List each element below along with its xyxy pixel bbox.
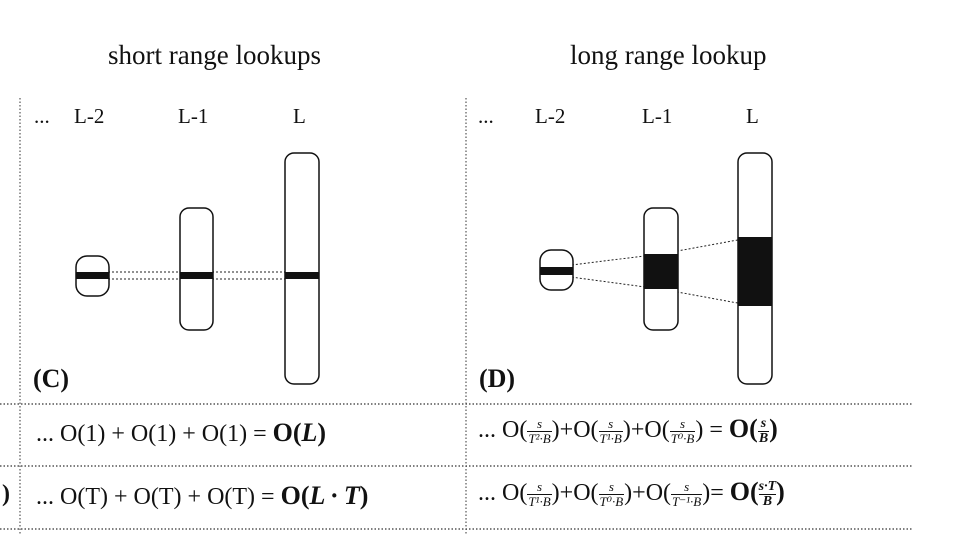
row1-right-plus2: + (630, 417, 645, 443)
level-ellipsis-c: ... (34, 104, 50, 128)
level-l-1-c: L-1 (178, 104, 209, 128)
row2-right-result-num: s·T (758, 478, 777, 494)
lookup-block-l-2-d (540, 267, 573, 275)
level-l-c: L (293, 104, 306, 128)
level-l-2-d: L-2 (535, 104, 566, 128)
row1-left-eq: = (253, 421, 267, 447)
row2-right-num1: s (536, 478, 543, 494)
row1-left-ellipsis: ... (36, 421, 54, 447)
row2-right-den3: T⁻¹·B (671, 493, 703, 509)
header-long-range: long range lookup (570, 40, 767, 70)
row2-left-cost: ... O(T) + O(T) + O(T) = O(L · T) (36, 481, 368, 511)
row1-right-den3: T⁰·B (669, 430, 696, 446)
row2-left-ellipsis: ... (36, 484, 54, 510)
row1-right-o3: O( (644, 417, 670, 443)
row2-right-o2: O( (573, 480, 599, 506)
row2-right-result-den: B (758, 493, 777, 509)
panel-c-diagram (75, 152, 320, 385)
row1-right-result-num: s (760, 415, 767, 431)
row2-right-result-close: ) (776, 477, 785, 506)
row2-right-o3: O( (645, 480, 672, 506)
row2-right-frac2: s T⁰·B (598, 478, 625, 509)
row2-right-result-o: O( (729, 477, 759, 506)
row2-left-eq: = (261, 484, 275, 510)
row2-edge-fragment: ) (2, 481, 10, 507)
row2-left-result-var: L · T (309, 481, 360, 510)
lookup-block-l-2-c (76, 272, 109, 279)
row2-left-plus1: + (113, 484, 128, 510)
row1-right-num3: s (680, 415, 686, 431)
run-l-c (284, 152, 320, 385)
row1-left-plus1: + (111, 421, 125, 447)
lookup-block-l-1-c (180, 272, 213, 279)
row1-right-close2: ) (622, 417, 631, 443)
lookup-block-l-c (285, 272, 319, 279)
row2-left-result-close: ) (359, 481, 369, 510)
row2-left-plus2: + (187, 484, 202, 510)
row2-left-term1: O(T) (60, 484, 108, 510)
panel-label-c: (C) (33, 364, 70, 393)
panel-label-d: (D) (479, 364, 516, 393)
row2-right-frac3: s T⁻¹·B (671, 478, 703, 509)
level-ellipsis-d: ... (478, 104, 494, 128)
row1-right-o1: O( (502, 417, 528, 443)
row1-right-close3: ) (695, 417, 704, 443)
row1-left-plus2: + (182, 421, 196, 447)
run-l-1-c (179, 207, 214, 331)
level-l-1-d: L-1 (642, 104, 673, 128)
row1-right-frac3: s T⁰·B (669, 415, 696, 446)
row2-left-result-o: O( (280, 481, 310, 510)
row1-left-cost: ... O(1) + O(1) + O(1) = O(L) (36, 418, 326, 448)
row1-right-frac2: s T¹·B (598, 415, 623, 446)
row1-right-close1: ) (551, 417, 560, 443)
row1-left-result-close: ) (317, 418, 327, 447)
row1-right-o2: O( (573, 417, 599, 443)
row1-right-frac1: s T²·B (527, 415, 552, 446)
row2-right-num2: s (608, 478, 614, 494)
row2-right-den1: T¹·B (527, 493, 552, 509)
row2-right-close2: ) (624, 480, 633, 506)
row1-right-result-den: B (757, 430, 770, 446)
row1-right-plus1: + (559, 417, 574, 443)
lookup-block-l-d (738, 237, 772, 306)
row1-left-result-o: O( (272, 418, 302, 447)
row2-right-close1: ) (551, 480, 560, 506)
row2-right-eq: = (710, 480, 724, 506)
row2-right-result-frac: s·T B (758, 478, 777, 509)
row1-left-term2: O(1) (130, 421, 177, 447)
row2-left-term2: O(T) (133, 484, 182, 510)
row1-right-den2: T¹·B (598, 430, 623, 446)
panel-d-diagram (539, 152, 773, 385)
row1-right-result-o: O( (728, 414, 758, 443)
row1-right-num1: s (536, 415, 543, 431)
row1-left-term3: O(1) (201, 421, 248, 447)
row2-right-frac1: s T¹·B (527, 478, 552, 509)
row2-right-ellipsis: ... (478, 480, 496, 506)
row1-right-cost: ... O(s T²·B)+O(s T¹·B)+O(s T⁰·B) = O(s B) (478, 414, 778, 446)
row2-right-o1: O( (502, 480, 528, 506)
row1-right-result-close: ) (769, 414, 778, 443)
row2-right-close3: ) (702, 480, 711, 506)
level-l-d: L (746, 104, 759, 128)
row2-right-num3: s (684, 478, 690, 494)
lookup-block-l-1-d (644, 254, 678, 289)
row2-left-term3: O(T) (207, 484, 256, 510)
row1-right-eq: = (709, 417, 723, 443)
row2-right-den2: T⁰·B (598, 493, 625, 509)
row2-right-plus2: + (632, 480, 646, 506)
level-l-2-c: L-2 (74, 104, 105, 128)
row1-left-result-var: L (301, 418, 318, 447)
row1-right-num2: s (608, 415, 614, 431)
row2-right-cost: ... O(s T¹·B)+O(s T⁰·B)+O(s T⁻¹·B)= O(s·T B) (478, 477, 785, 509)
row1-right-ellipsis: ... (478, 417, 496, 443)
row1-right-den1: T²·B (527, 430, 552, 446)
row2-right-plus1: + (559, 480, 574, 506)
row1-left-term1: O(1) (60, 421, 106, 447)
header-short-range: short range lookups (108, 40, 321, 70)
